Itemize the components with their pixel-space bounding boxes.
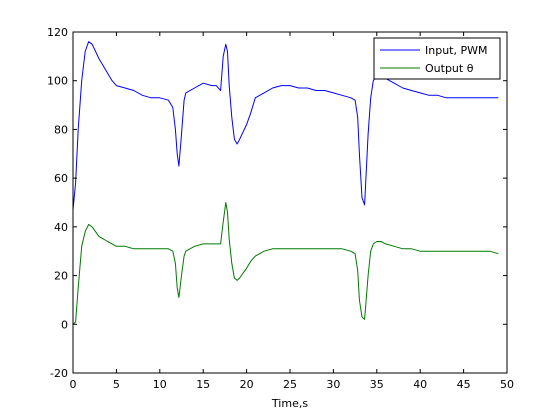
x-tick-label: 25	[283, 378, 297, 391]
y-tick-label: 0	[61, 318, 68, 331]
y-tick-label: -20	[50, 367, 68, 380]
legend: Input, PWM Output θ	[373, 37, 501, 80]
x-tick-label: 45	[457, 378, 471, 391]
x-tick-label: 35	[370, 378, 384, 391]
y-tick-label: 20	[54, 270, 68, 283]
x-axis-label: Time,s	[271, 397, 308, 410]
y-tick-label: 80	[54, 123, 68, 136]
x-tick-label: 20	[240, 378, 254, 391]
series-line-output	[72, 202, 499, 325]
legend-label-input: Input, PWM	[425, 44, 487, 57]
x-tick-label: 50	[500, 378, 514, 391]
x-tick-label: 40	[413, 378, 427, 391]
x-tick-label: 15	[196, 378, 210, 391]
y-tick-label: 60	[54, 172, 68, 185]
y-tick-label: 120	[47, 26, 68, 39]
plot-area	[73, 32, 507, 373]
legend-label-output: Output θ	[425, 62, 474, 75]
x-tick-label: 5	[113, 378, 120, 391]
x-tick-label: 0	[70, 378, 77, 391]
y-tick-label: 40	[54, 221, 68, 234]
legend-box	[373, 37, 501, 80]
y-tick-label: 100	[47, 75, 68, 88]
x-tick-label: 30	[326, 378, 340, 391]
x-tick-label: 10	[153, 378, 167, 391]
